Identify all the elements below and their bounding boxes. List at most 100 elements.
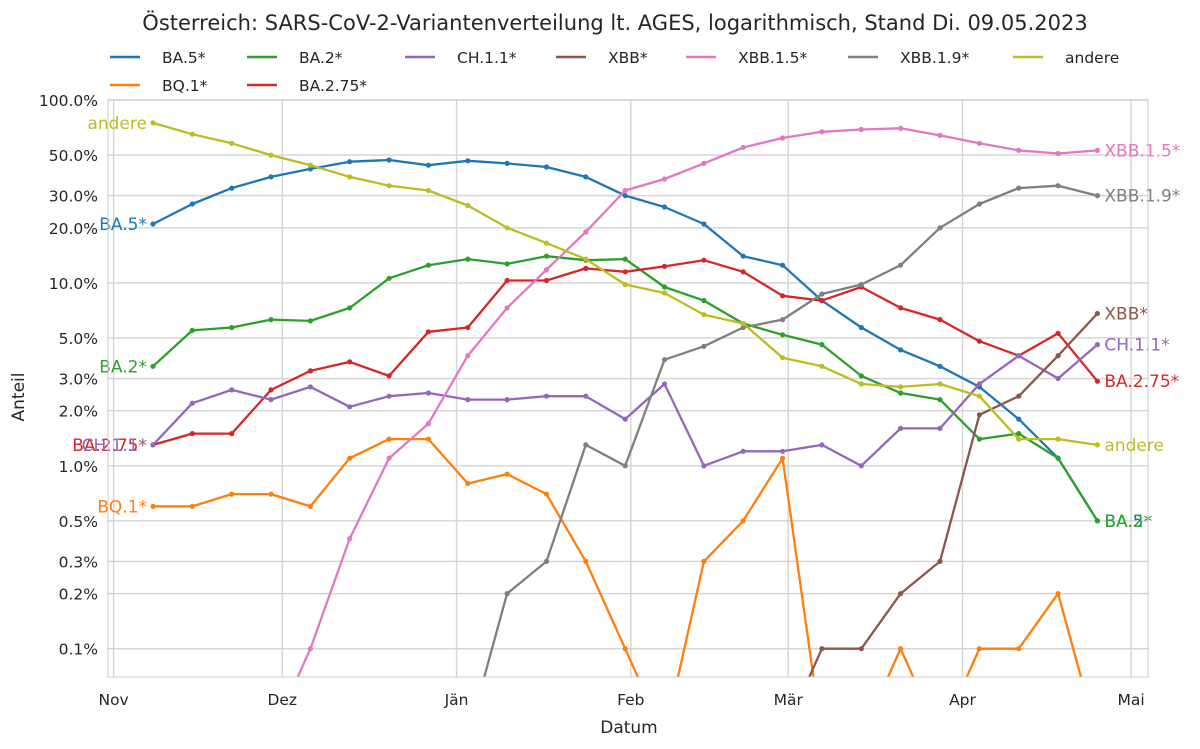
data-point-andere: [740, 320, 746, 327]
data-point-xbb-1-5: [976, 140, 983, 146]
data-point-ch-1-1: [661, 381, 668, 387]
legend-label: XBB.1.5*: [738, 49, 807, 67]
end-label-ba-5: BA.5*: [1104, 512, 1152, 532]
data-point-bq-1: [898, 646, 904, 652]
data-point-bq-1: [150, 503, 156, 509]
y-axis-label: Anteil: [9, 373, 29, 422]
data-point-bq-1: [701, 558, 707, 565]
data-point-andere: [898, 384, 904, 390]
data-point-ba-2-75: [583, 265, 589, 271]
grid-lines: [108, 99, 1148, 677]
data-point-ba-2-75: [268, 387, 274, 393]
data-point-andere: [425, 187, 431, 194]
plot-frame: [107, 99, 1149, 678]
data-point-ch-1-1: [189, 400, 195, 406]
data-point-ch-1-1: [740, 448, 746, 454]
data-point-ba-2: [819, 342, 825, 348]
data-point-xbb-1-5: [858, 126, 864, 133]
data-point-ba-2-75: [229, 431, 235, 437]
data-point-xbb-1-5: [504, 305, 510, 311]
data-point-ba-2-75: [1094, 378, 1100, 384]
data-point-ch-1-1: [307, 384, 313, 390]
data-point-ba-2-75: [701, 257, 707, 263]
data-point-ba-5: [661, 204, 668, 210]
data-point-xbb-1-9: [898, 262, 904, 268]
data-point-ba-5: [189, 201, 195, 207]
data-point-ba-2: [976, 436, 983, 442]
legend-item-bq-1: BQ.1*: [110, 77, 208, 95]
data-point-xbb-1-9: [543, 558, 550, 565]
data-point-ch-1-1: [465, 397, 471, 403]
data-point-andere: [307, 162, 313, 168]
data-point-xbb: [1094, 310, 1100, 317]
data-point-ch-1-1: [1094, 342, 1100, 348]
data-point-xbb-1-9: [937, 225, 943, 231]
data-point-andere: [819, 363, 825, 369]
data-point-xbb-1-9: [780, 317, 786, 323]
data-point-ba-2: [898, 390, 904, 396]
data-point-ba-2: [701, 298, 707, 304]
data-point-xbb-1-5: [740, 144, 746, 151]
legend-label: BA.2*: [299, 49, 343, 67]
data-point-ch-1-1: [268, 397, 274, 403]
data-point-ba-2-75: [976, 338, 983, 344]
data-point-ba-2: [425, 262, 431, 268]
data-point-andere: [543, 240, 550, 246]
data-point-ch-1-1: [701, 463, 707, 469]
data-point-xbb-1-5: [543, 267, 550, 273]
start-label-ba-5: BA.5*: [99, 215, 147, 235]
series-ch-1-1: [150, 342, 1100, 469]
data-point-ch-1-1: [1055, 375, 1061, 382]
data-point-ba-2-75: [740, 269, 746, 275]
data-point-bq-1: [740, 518, 746, 524]
data-point-xbb-1-9: [1055, 183, 1061, 189]
start-label-bq-1: BQ.1*: [97, 497, 147, 517]
data-point-xbb-1-5: [701, 160, 707, 166]
data-point-bq-1: [622, 646, 628, 652]
data-point-ba-2: [1016, 431, 1022, 437]
data-point-ba-2: [1055, 455, 1061, 461]
data-point-ba-2-75: [543, 277, 550, 284]
data-point-bq-1: [307, 503, 313, 509]
data-point-andere: [150, 120, 156, 126]
data-point-ba-5: [740, 253, 746, 259]
legend-item-ba-2-75: BA.2.75*: [247, 77, 367, 95]
data-point-ba-5: [386, 157, 392, 163]
y-tick-label: 10.0%: [49, 275, 98, 293]
data-point-andere: [1016, 436, 1022, 442]
end-label-ba-2-75: BA.2.75*: [1104, 372, 1179, 392]
legend-label: XBB.1.9*: [900, 49, 969, 67]
x-axis-label: Datum: [600, 718, 658, 738]
data-point-xbb-1-5: [937, 132, 943, 138]
y-axis-ticks: 100.0% 50.0% 30.0% 20.0% 10.0% 5.0% 3.0% 2.0% 1.…: [39, 92, 98, 659]
data-point-ba-5: [937, 363, 943, 369]
data-point-andere: [268, 152, 274, 158]
data-point-xbb-1-9: [504, 591, 510, 597]
end-label-ch-1-1: CH.1.1*: [1104, 336, 1169, 356]
data-point-ba-2-75: [661, 263, 668, 269]
data-point-andere: [229, 140, 235, 146]
data-point-xbb-1-9: [622, 463, 628, 469]
data-point-andere: [780, 355, 786, 361]
data-point-andere: [583, 256, 589, 262]
data-point-bq-1: [347, 455, 353, 461]
x-tick-label: Feb: [617, 691, 644, 709]
data-point-xbb-1-5: [780, 135, 786, 141]
data-point-andere: [386, 183, 392, 189]
data-point-xbb-1-9: [1016, 185, 1022, 191]
data-point-ba-2-75: [622, 269, 628, 275]
data-point-ba-5: [229, 185, 235, 191]
chart-title: Österreich: SARS-CoV-2-Variantenverteilu…: [142, 10, 1087, 35]
data-point-xbb: [976, 412, 983, 418]
x-tick-label: Jän: [444, 691, 469, 709]
x-axis-ticks: Nov Dez Jän Feb Mär Apr Mai: [98, 691, 1144, 709]
data-point-xbb-1-9: [701, 343, 707, 349]
data-point-ba-2-75: [425, 329, 431, 335]
data-point-bq-1: [504, 471, 510, 477]
data-point-bq-1: [268, 491, 274, 497]
data-point-ch-1-1: [150, 442, 156, 448]
data-point-ba-2-75: [347, 359, 353, 365]
data-point-ch-1-1: [425, 390, 431, 396]
data-point-ba-2-75: [1055, 330, 1061, 336]
series-line-xbb-1-5: [296, 127, 1098, 677]
